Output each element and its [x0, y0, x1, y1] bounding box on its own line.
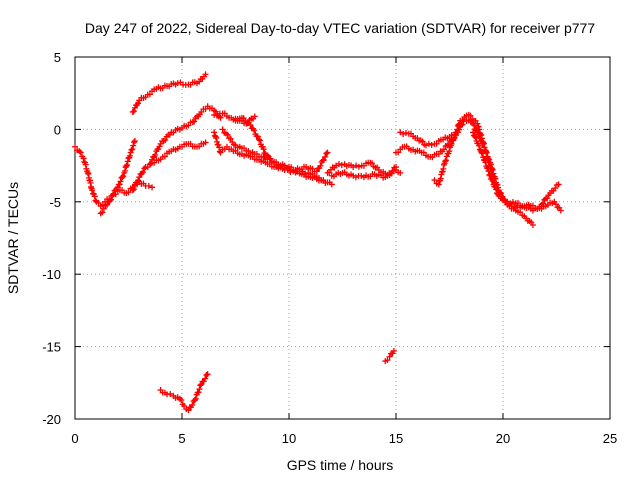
x-tick-label: 10 — [282, 431, 296, 446]
y-tick-label: -10 — [42, 267, 61, 282]
data-points — [72, 71, 564, 414]
data-points-path — [397, 129, 455, 149]
data-points-path — [260, 149, 331, 175]
data-points-path — [97, 178, 156, 217]
y-axis-label: SDTVAR / TECUs — [5, 182, 21, 294]
data-points-path — [382, 347, 397, 365]
x-tick-label: 0 — [71, 431, 78, 446]
x-tick-label: 25 — [603, 431, 617, 446]
data-series-track-1 — [72, 137, 138, 210]
x-tick-label: 15 — [389, 431, 403, 446]
data-series-track-16 — [470, 129, 562, 214]
data-points-path — [393, 116, 536, 228]
x-tick-labels: 0 5 10 15 20 25 — [71, 431, 617, 446]
data-points-path — [146, 103, 224, 168]
data-series-track-4 — [146, 103, 224, 168]
data-series-track-10 — [260, 149, 331, 175]
data-series-track-2 — [97, 178, 156, 217]
data-series-track-12 — [328, 166, 404, 181]
chart-title: Day 247 of 2022, Sidereal Day-to-day VTE… — [85, 20, 595, 36]
data-points-path — [72, 137, 138, 210]
data-series-track-17 — [157, 371, 211, 414]
y-tick-label: -5 — [49, 195, 61, 210]
data-series-track-14 — [397, 129, 455, 149]
y-tick-label: 0 — [54, 122, 61, 137]
x-tick-label: 5 — [178, 431, 185, 446]
y-tick-label: 5 — [54, 50, 61, 65]
grid-lines — [75, 57, 610, 419]
y-tick-label: -20 — [42, 412, 61, 427]
data-series-track-13 — [393, 116, 536, 228]
axis-ticks — [74, 56, 611, 420]
data-points-path — [328, 166, 404, 181]
data-series-track-5 — [129, 71, 209, 116]
data-points-path — [470, 129, 562, 214]
plot-frame — [74, 56, 611, 420]
y-tick-labels: -20 -15 -10 -5 0 5 — [42, 50, 61, 427]
x-axis-label: GPS time / hours — [287, 457, 394, 473]
x-tick-label: 20 — [496, 431, 510, 446]
data-points-path — [157, 371, 211, 414]
data-series-track-18 — [382, 347, 397, 365]
data-points-path — [129, 71, 209, 116]
y-tick-label: -15 — [42, 340, 61, 355]
